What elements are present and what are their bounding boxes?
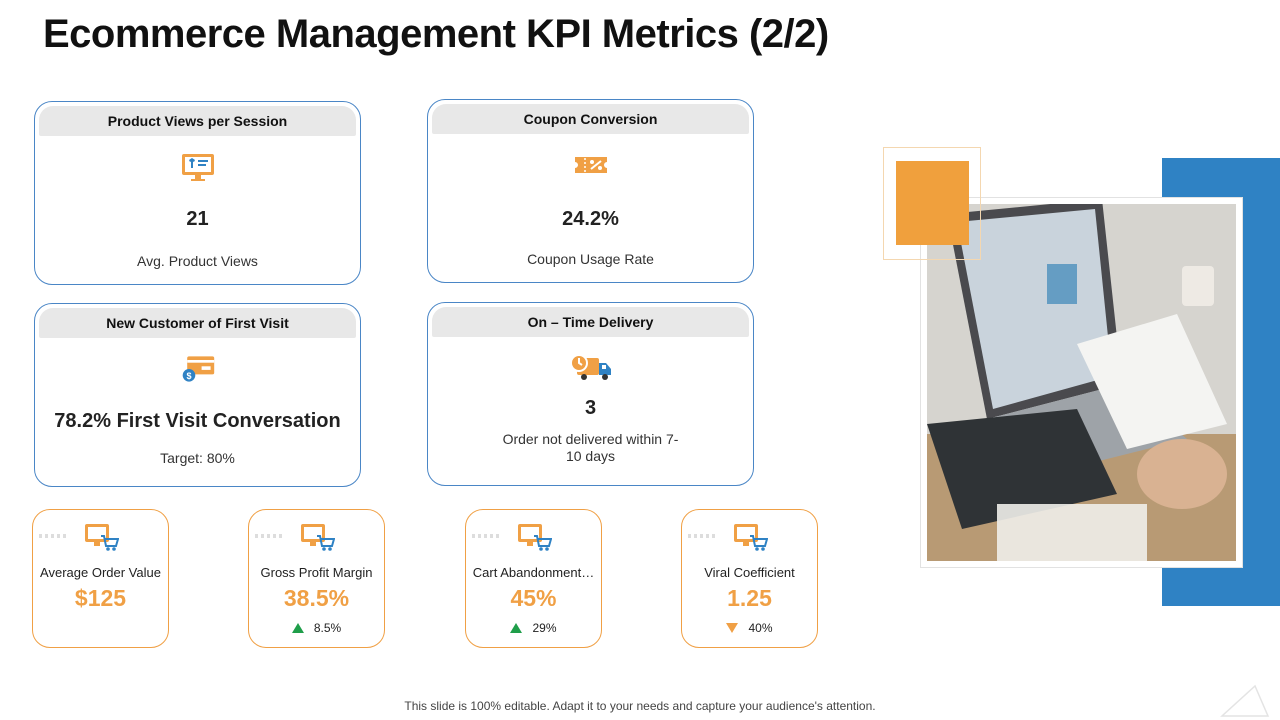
photo-image (927, 204, 1236, 561)
mini-value: 38.5% (283, 585, 350, 611)
laptop-photo (920, 197, 1243, 568)
kpi-card-new-customer: New Customer of First Visit $ 78.2% Firs… (34, 303, 361, 487)
monitor-cart-icon (299, 522, 335, 552)
mini-label: Gross Profit Margin (260, 565, 373, 580)
slide-title: Ecommerce Management KPI Metrics (2/2) (43, 12, 829, 56)
divider (255, 534, 285, 538)
mini-label: Cart Abandonment… (472, 565, 595, 580)
trend-up-icon (291, 623, 304, 633)
card-subtext: Avg. Product Views (137, 253, 258, 269)
decorative-frame (883, 147, 981, 260)
card-header: Product Views per Session (39, 106, 356, 136)
kpi-card-on-time-delivery: On – Time Delivery 3 Order not delivered… (427, 302, 754, 486)
mini-card-average-order-value: Average Order Value $125 (32, 509, 169, 648)
corner-triangle-icon (1220, 684, 1270, 717)
monitor-shirt-icon (180, 152, 216, 182)
card-header: On – Time Delivery (432, 307, 749, 337)
card-subtext: Coupon Usage Rate (527, 251, 654, 267)
monitor-cart-icon (732, 522, 768, 552)
trend-value: 8.5% (313, 621, 342, 635)
card-subtext: Target: 80% (160, 450, 235, 466)
divider (472, 534, 502, 538)
footer-note: This slide is 100% editable. Adapt it to… (404, 699, 876, 713)
divider (688, 534, 718, 538)
mini-value: 45% (510, 585, 557, 611)
trend-down-icon (726, 623, 739, 633)
trend-indicator: 8.5% (249, 621, 384, 635)
card-header: Coupon Conversion (432, 104, 749, 134)
card-subtext: Order not delivered within 7-10 days (502, 431, 679, 464)
card-value: 24.2% (562, 208, 619, 230)
card-dollar-icon: $ (180, 354, 216, 384)
mini-value: 1.25 (727, 585, 772, 611)
mini-card-viral-coefficient: Viral Coefficient 1.25 40% (681, 509, 818, 648)
delivery-truck-icon (569, 353, 613, 383)
mini-card-cart-abandonment: Cart Abandonment… 45% 29% (465, 509, 602, 648)
kpi-card-coupon-conversion: Coupon Conversion 24.2% Coupon Usage Rat… (427, 99, 754, 283)
coupon-icon (573, 150, 609, 180)
kpi-card-product-views: Product Views per Session 21 Avg. Produc… (34, 101, 361, 285)
mini-value: $125 (74, 585, 127, 611)
mini-label: Viral Coefficient (704, 565, 795, 580)
trend-value: 40% (748, 621, 773, 635)
trend-up-icon (510, 623, 523, 633)
mini-label: Average Order Value (40, 565, 161, 580)
trend-indicator: 29% (466, 621, 601, 635)
decorative-orange-square (896, 161, 969, 245)
mini-card-gross-profit-margin: Gross Profit Margin 38.5% 8.5% (248, 509, 385, 648)
card-header: New Customer of First Visit (39, 308, 356, 338)
trend-value: 29% (532, 621, 557, 635)
trend-indicator: 40% (682, 621, 817, 635)
card-value: 21 (186, 208, 209, 230)
card-value: 3 (584, 397, 597, 419)
divider (39, 534, 69, 538)
card-value: 78.2% First Visit Conversation (54, 410, 341, 432)
monitor-cart-icon (516, 522, 552, 552)
monitor-cart-icon (83, 522, 119, 552)
svg-text:$: $ (186, 371, 191, 381)
